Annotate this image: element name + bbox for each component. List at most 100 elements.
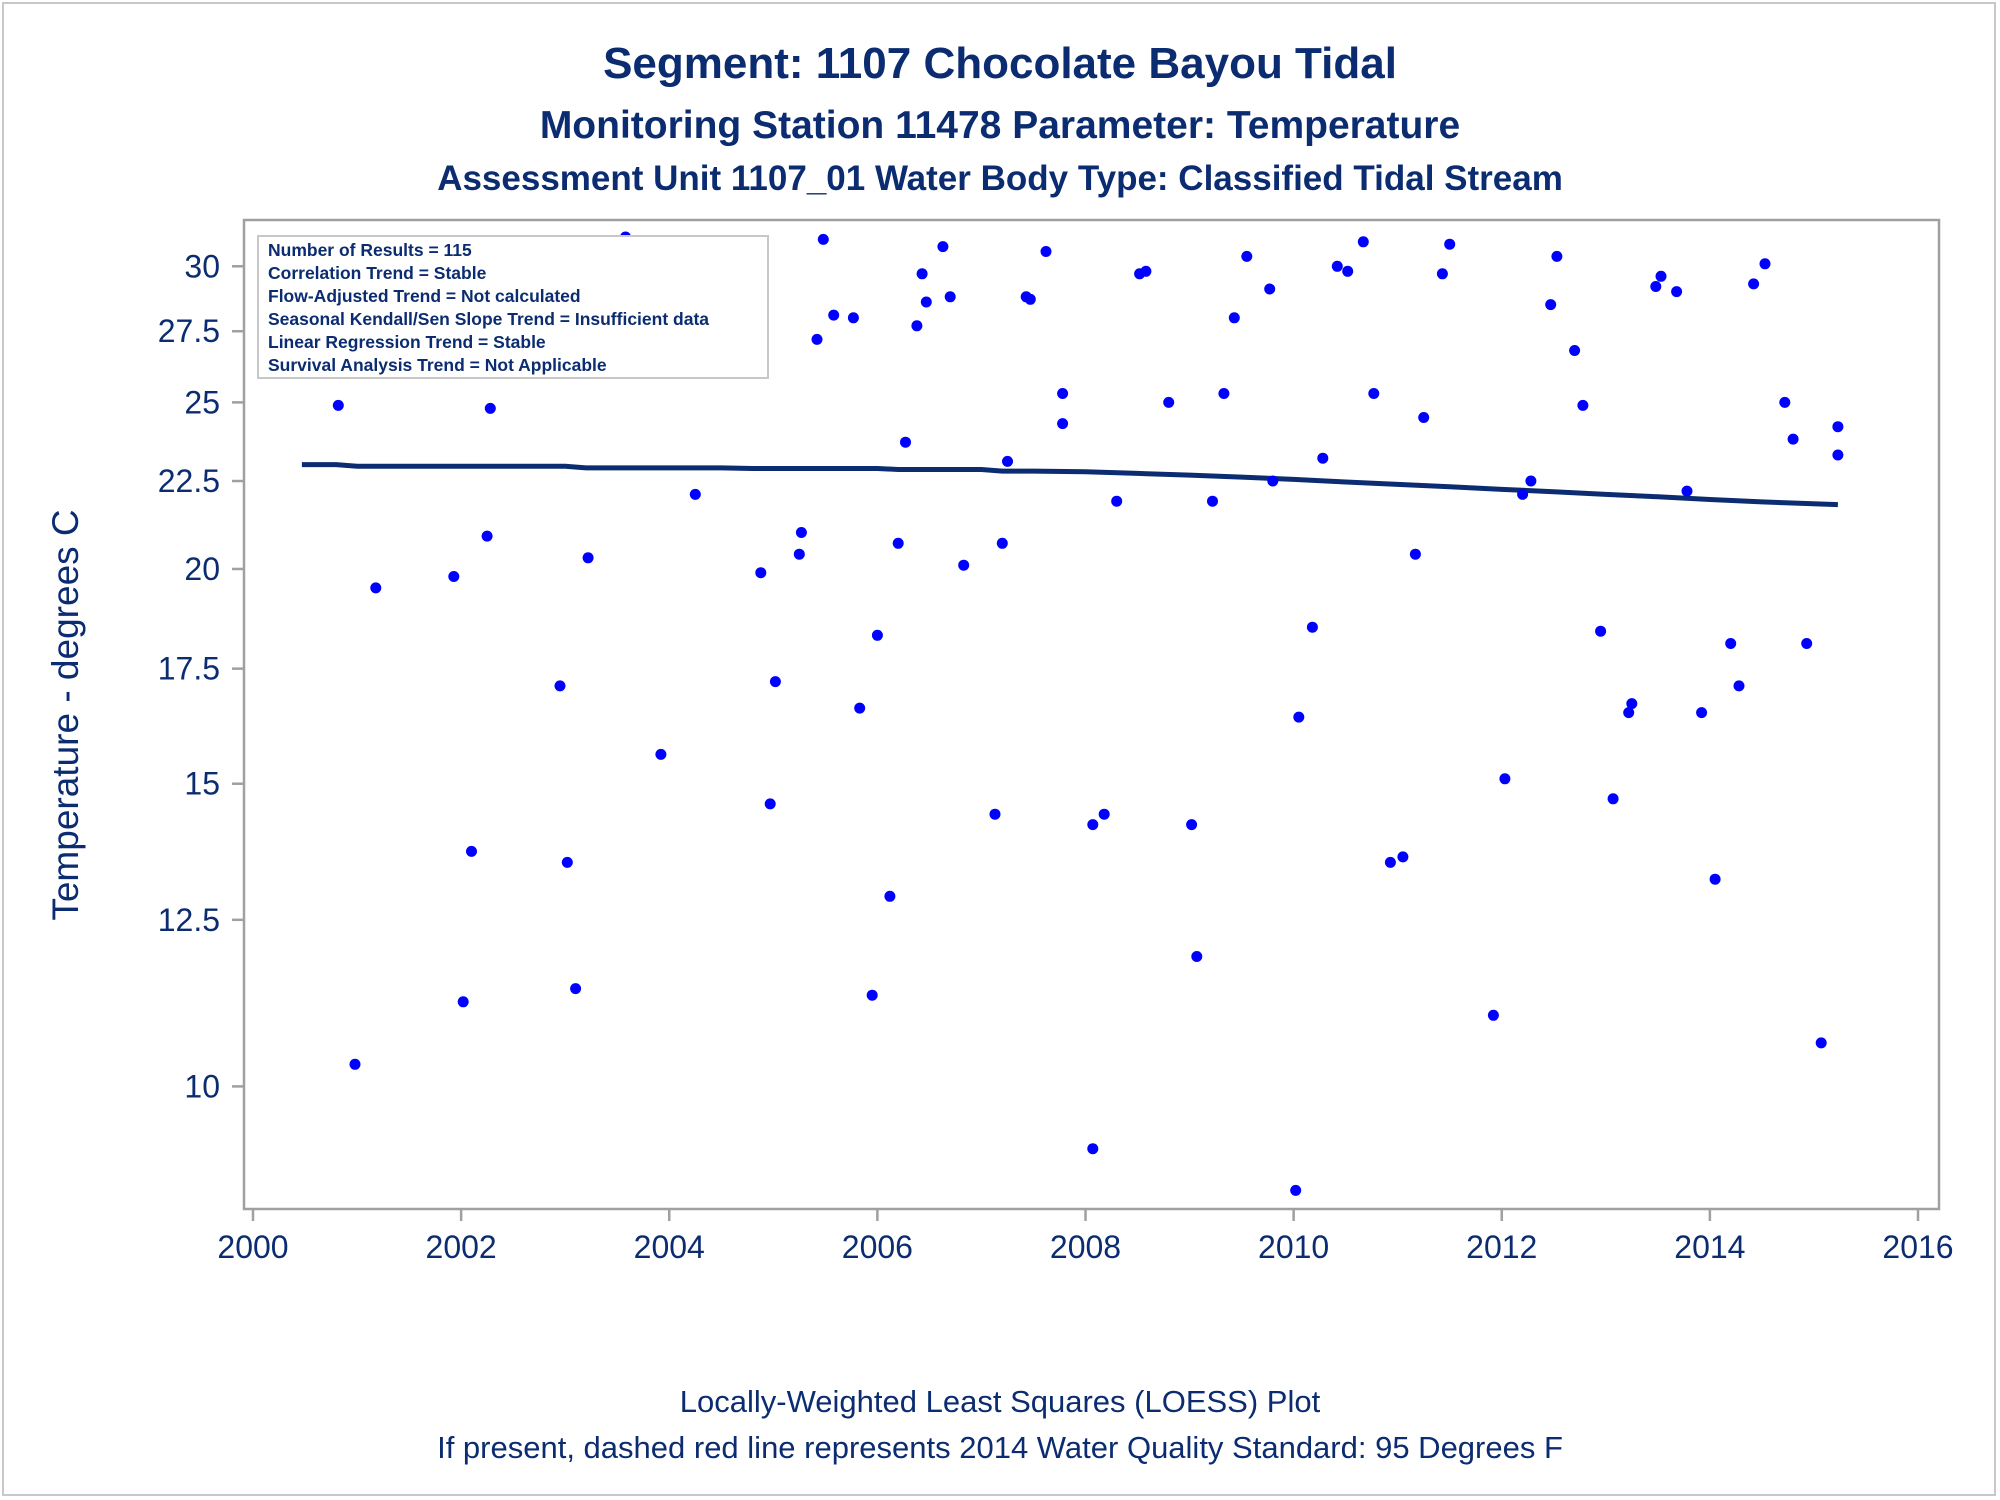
data-point	[484, 402, 496, 414]
data-point	[900, 436, 911, 448]
data-point	[1267, 475, 1279, 487]
x-tick-label-2004: 2004	[634, 1229, 705, 1265]
x-tick-label-2000: 2000	[217, 1229, 288, 1265]
data-point	[582, 552, 594, 564]
loess-layer	[301, 462, 1838, 508]
y-tick-label-15: 15	[184, 766, 220, 802]
chart-subtitle-assessment: Assessment Unit 1107_01 Water Body Type:…	[437, 159, 1563, 198]
data-point	[1801, 638, 1813, 649]
data-point	[1499, 773, 1511, 785]
data-point	[847, 312, 859, 324]
info-box-border	[257, 235, 769, 379]
data-point	[944, 291, 956, 303]
data-point	[448, 571, 460, 582]
data-point	[1551, 250, 1563, 262]
data-point	[1517, 488, 1529, 500]
data-point	[1087, 819, 1099, 831]
data-point	[1525, 475, 1537, 487]
data-point	[1681, 485, 1693, 497]
loess-line	[301, 462, 1838, 508]
data-point	[1264, 283, 1276, 295]
data-point	[1832, 449, 1844, 461]
y-axis-label: Temperature - degrees C	[45, 509, 86, 920]
data-point	[370, 582, 382, 594]
y-tick-label-12.5: 12.5	[158, 902, 220, 938]
data-point	[1725, 638, 1737, 649]
data-point	[958, 559, 970, 571]
data-point	[1418, 412, 1430, 423]
footnote-water-quality-standard: If present, dashed red line represents 2…	[437, 1430, 1563, 1465]
data-point	[1577, 399, 1589, 411]
data-points	[296, 231, 1844, 1196]
info-survival-analysis-trend: Survival Analysis Trend = Not Applicable	[268, 355, 607, 375]
data-point	[1057, 388, 1069, 399]
data-point	[1040, 246, 1052, 257]
info-correlation-trend: Correlation Trend = Stable	[268, 263, 487, 283]
data-point	[1671, 286, 1683, 298]
data-point	[769, 676, 781, 688]
data-point	[570, 983, 582, 995]
data-point	[989, 808, 1001, 820]
data-point	[1655, 270, 1667, 282]
data-point	[755, 567, 767, 579]
data-point	[1409, 548, 1421, 560]
data-point	[1623, 707, 1635, 719]
y-tick-label-22.5: 22.5	[158, 463, 220, 499]
data-point	[1163, 396, 1175, 408]
x-tick-label-2010: 2010	[1258, 1229, 1329, 1265]
data-point	[892, 537, 904, 549]
y-tick-label-10: 10	[184, 1068, 220, 1104]
data-point	[1748, 278, 1760, 290]
data-point	[871, 629, 883, 641]
data-point	[655, 748, 667, 760]
data-point	[1024, 293, 1036, 305]
x-axis: 2000 2002 2004 2006 2008 2010 2012 2014 2016	[217, 1209, 1954, 1265]
data-point	[1002, 455, 1013, 467]
data-point	[1832, 421, 1844, 433]
data-point	[1140, 265, 1152, 277]
footnote-loess: Locally-Weighted Least Squares (LOESS) P…	[680, 1384, 1321, 1419]
y-tick-label-27.5: 27.5	[158, 313, 220, 349]
data-point	[817, 233, 829, 245]
data-point	[937, 241, 949, 253]
info-linear-regression-trend: Linear Regression Trend = Stable	[268, 332, 546, 352]
data-point	[793, 548, 805, 560]
chart-subtitle-station: Monitoring Station 11478 Parameter: Temp…	[540, 104, 1460, 147]
data-point	[795, 527, 807, 538]
data-point	[1779, 396, 1791, 408]
data-point	[1207, 495, 1218, 507]
data-point	[1487, 1009, 1499, 1021]
data-point	[349, 1058, 361, 1070]
data-point	[1293, 711, 1305, 723]
x-tick-label-2002: 2002	[426, 1229, 497, 1265]
data-point	[1057, 418, 1069, 430]
chart-title: Segment: 1107 Chocolate Bayou Tidal	[603, 39, 1397, 88]
info-flow-adjusted-trend: Flow-Adjusted Trend = Not calculated	[268, 286, 581, 306]
data-point	[1111, 495, 1123, 507]
y-tick-label-30: 30	[184, 248, 220, 284]
data-point	[866, 989, 878, 1001]
data-point	[1444, 238, 1456, 250]
data-point	[1569, 345, 1581, 356]
data-point	[457, 996, 469, 1008]
data-point	[854, 702, 866, 714]
data-point	[1098, 808, 1110, 820]
data-point	[1607, 793, 1619, 805]
data-point	[1331, 260, 1343, 272]
y-axis: 10 12.5 15 17.5 20 22.5 25 27.5 30	[158, 248, 244, 1104]
data-point	[1384, 856, 1396, 868]
data-point	[911, 320, 923, 332]
x-tick-label-2008: 2008	[1050, 1229, 1121, 1265]
data-point	[332, 399, 344, 411]
y-tick-label-20: 20	[184, 551, 220, 587]
data-point	[1787, 433, 1799, 445]
y-tick-label-17.5: 17.5	[158, 651, 220, 687]
trend-info-box: Number of Results = 115 Correlation Tren…	[257, 235, 769, 379]
data-point	[1650, 281, 1662, 292]
info-seasonal-kendall-trend: Seasonal Kendall/Sen Slope Trend = Insuf…	[268, 309, 709, 329]
y-tick-label-25: 25	[184, 384, 220, 420]
data-point	[884, 890, 896, 902]
data-point	[1357, 236, 1369, 248]
data-point	[689, 488, 701, 500]
